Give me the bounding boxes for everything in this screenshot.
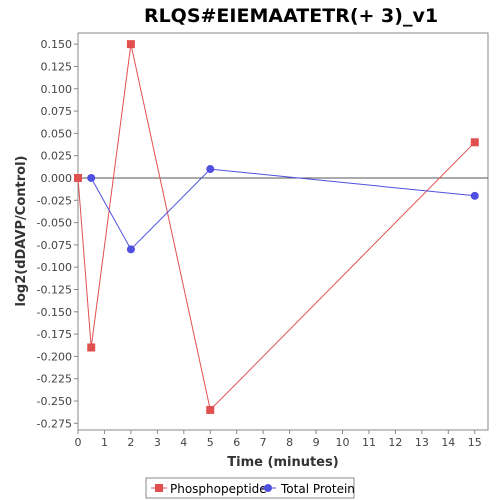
x-tick-label: 2: [127, 436, 134, 449]
y-tick-label: 0.050: [41, 127, 73, 140]
x-tick-label: 0: [75, 436, 82, 449]
legend-swatch-circle: [264, 484, 272, 492]
x-tick-label: 14: [441, 436, 455, 449]
legend: Phosphopeptide Total Protein: [145, 477, 355, 499]
data-point: [87, 173, 96, 182]
data-point: [470, 191, 479, 200]
plot-area: [77, 32, 489, 431]
x-tick-label: 10: [336, 436, 350, 449]
y-tick-label: 0.100: [41, 83, 73, 96]
x-tick-label: 11: [362, 436, 376, 449]
legend-label: Total Protein: [280, 482, 355, 496]
y-axis: 0.150 0.125 0.100 0.075 0.050 0.025 0.000 -0.02…: [37, 38, 78, 430]
y-tick-label: -0.050: [37, 217, 72, 230]
y-tick-label: -0.075: [37, 239, 72, 252]
x-tick-label: 12: [388, 436, 402, 449]
y-tick-label: 0.125: [41, 60, 73, 73]
x-tick-label: 7: [260, 436, 267, 449]
y-tick-label: -0.200: [37, 350, 72, 363]
legend-label: Phosphopeptide: [170, 482, 267, 496]
data-point: [126, 40, 135, 49]
y-tick-label: -0.225: [37, 373, 72, 386]
x-tick-label: 3: [154, 436, 161, 449]
chart-title: RLQS#EIEMAATETR(+ 3)_v1: [144, 5, 438, 27]
x-tick-label: 15: [468, 436, 482, 449]
y-tick-label: -0.175: [37, 328, 72, 341]
series-line: [90, 168, 475, 251]
data-point: [206, 165, 215, 174]
y-tick-label: 0.150: [41, 38, 73, 51]
y-tick-label: -0.025: [37, 194, 72, 207]
y-tick-label: 0.075: [41, 105, 73, 118]
y-tick-label: -0.125: [37, 283, 72, 296]
x-axis: 0 1 2 3 4 5 6 7 8 9 10 11 12 13 14 15: [75, 430, 482, 449]
y-tick-label: -0.250: [37, 395, 72, 408]
data-point: [74, 173, 82, 182]
data-point: [126, 245, 135, 254]
legend-swatch-square: [155, 484, 163, 492]
x-tick-label: 13: [415, 436, 429, 449]
x-axis-label: Time (minutes): [227, 455, 338, 470]
x-tick-label: 9: [313, 436, 320, 449]
x-tick-label: 6: [233, 436, 240, 449]
x-tick-label: 5: [207, 436, 214, 449]
x-tick-label: 1: [101, 436, 108, 449]
data-point: [470, 138, 479, 147]
x-tick-label: 4: [180, 436, 187, 449]
y-tick-label: 0.000: [41, 172, 73, 185]
series-layer: [74, 40, 479, 414]
data-point: [206, 405, 215, 414]
y-tick-label: -0.150: [37, 306, 72, 319]
y-axis-label: log2(dDAVP/Control): [14, 156, 29, 307]
legend-box: [145, 477, 355, 499]
data-point: [87, 343, 96, 352]
y-tick-label: -0.275: [37, 417, 72, 430]
y-tick-label: -0.100: [37, 261, 72, 274]
y-tick-label: 0.025: [41, 150, 73, 163]
x-tick-label: 8: [286, 436, 293, 449]
